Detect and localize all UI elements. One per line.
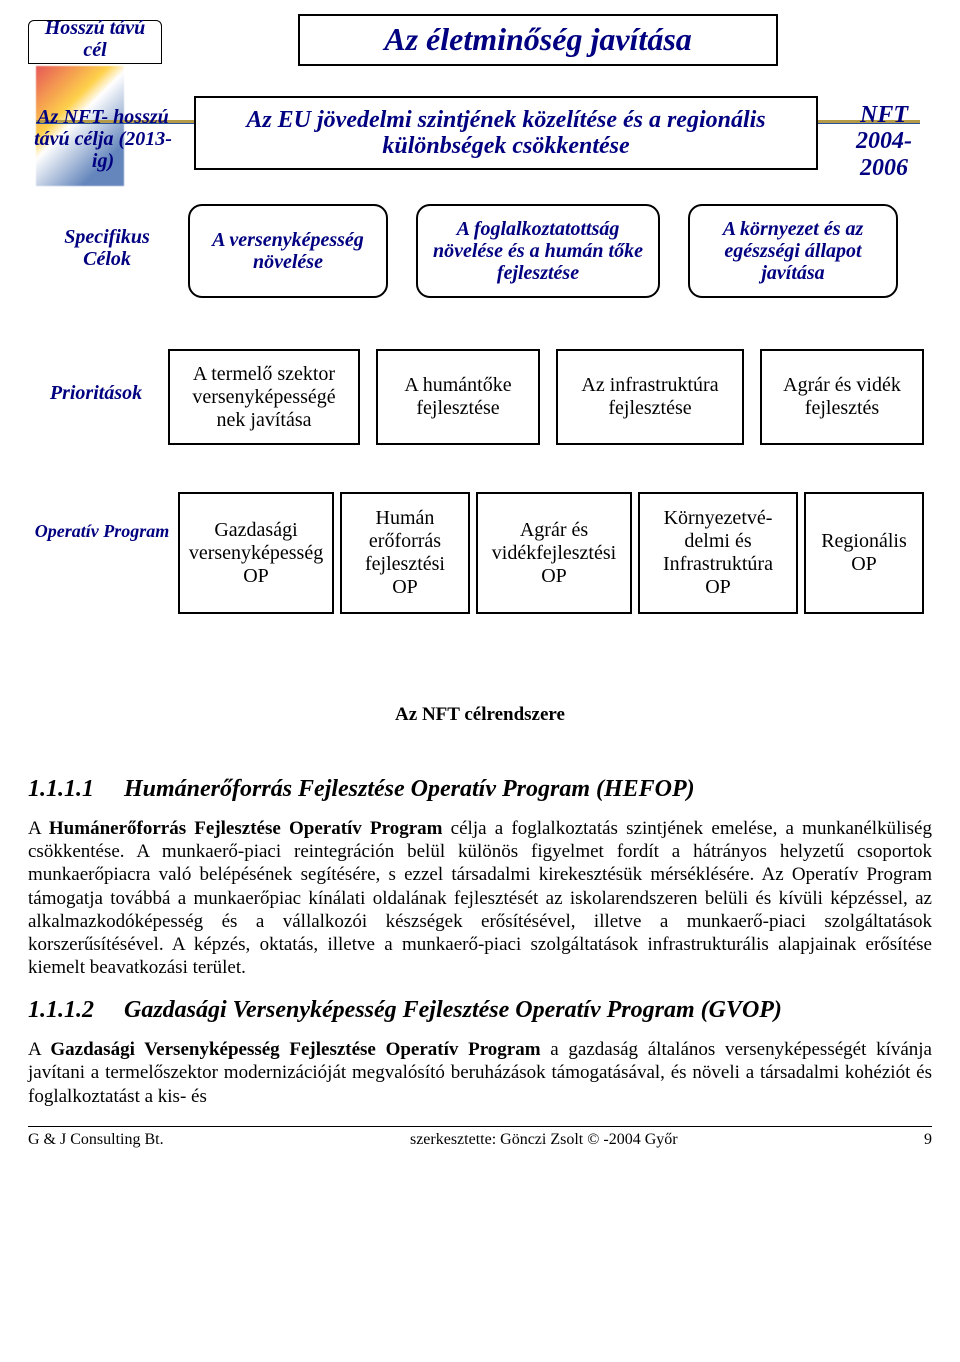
row-label-priorities: Prioritások [36, 382, 156, 404]
footer-right: 9 [924, 1131, 932, 1149]
priority-item-3: Agrár és vidék fejlesztés [760, 349, 924, 445]
section-2-num: 1.1.1.2 [28, 997, 94, 1023]
specific-item-2: A környezet és az egészségi állapot javí… [688, 204, 898, 298]
specific-item-0: A versenyképesség növelése [188, 204, 388, 298]
row-label-specific: Specifikus Célok [52, 226, 162, 270]
row-label-op: Operatív Program [28, 522, 176, 542]
section-2-title: Gazdasági Versenyképesség Fejlesztése Op… [124, 997, 782, 1023]
banner-longterm: Az életminőség javítása [298, 14, 778, 66]
footer-left: G & J Consulting Bt. [28, 1131, 164, 1149]
nft-period-tag: NFT 2004-2006 [836, 102, 932, 181]
priority-item-1: A humántőke fejlesztése [376, 349, 540, 445]
priority-item-2: Az infrastruktúra fejlesztése [556, 349, 744, 445]
row-label-nftlong: Az NFT- hosszú távú célja (2013-ig) [28, 106, 178, 172]
section-1-heading: 1.1.1.1 Humánerőforrás Fejlesztése Opera… [28, 776, 932, 803]
op-item-1: Humán erőforrás fejlesztési OP [340, 492, 470, 614]
banner-nftlong-text: Az EU jövedelmi szintjének közelítése és… [206, 107, 806, 160]
op-item-4: Regionális OP [804, 492, 924, 614]
body-text: Az NFT célrendszere 1.1.1.1 Humánerőforr… [28, 704, 932, 1149]
banner-longterm-text: Az életminőség javítása [384, 22, 692, 57]
section-1-paragraph: A Humánerőforrás Fejlesztése Operatív Pr… [28, 817, 932, 979]
section-2-paragraph: A Gazdasági Versenyképesség Fejlesztése … [28, 1038, 932, 1108]
footer-center: szerkesztette: Gönczi Zsolt © -2004 Győr [410, 1131, 678, 1149]
banner-nftlong: Az EU jövedelmi szintjének közelítése és… [194, 96, 818, 170]
section-1-num: 1.1.1.1 [28, 776, 94, 802]
footer: G & J Consulting Bt. szerkesztette: Gönc… [28, 1126, 932, 1149]
row-label-longterm-text: Hosszú távú cél [35, 17, 155, 61]
priority-item-0: A termelő szektor versenyképességé nek j… [168, 349, 360, 445]
diagram: Hosszú távú cél Az életminőség javítása … [28, 14, 932, 654]
row-label-longterm: Hosszú távú cél [28, 20, 162, 64]
diagram-caption: Az NFT célrendszere [28, 704, 932, 726]
op-item-3: Környezetvé-delmi és Infrastruktúra OP [638, 492, 798, 614]
section-1-title: Humánerőforrás Fejlesztése Operatív Prog… [124, 776, 695, 802]
section-2-heading: 1.1.1.2 Gazdasági Versenyképesség Fejles… [28, 997, 932, 1024]
op-item-0: Gazdasági versenyképesség OP [178, 492, 334, 614]
page: Hosszú távú cél Az életminőség javítása … [0, 0, 960, 1159]
specific-item-1: A foglalkoztatottság növelése és a humán… [416, 204, 660, 298]
op-item-2: Agrár és vidékfejlesztési OP [476, 492, 632, 614]
